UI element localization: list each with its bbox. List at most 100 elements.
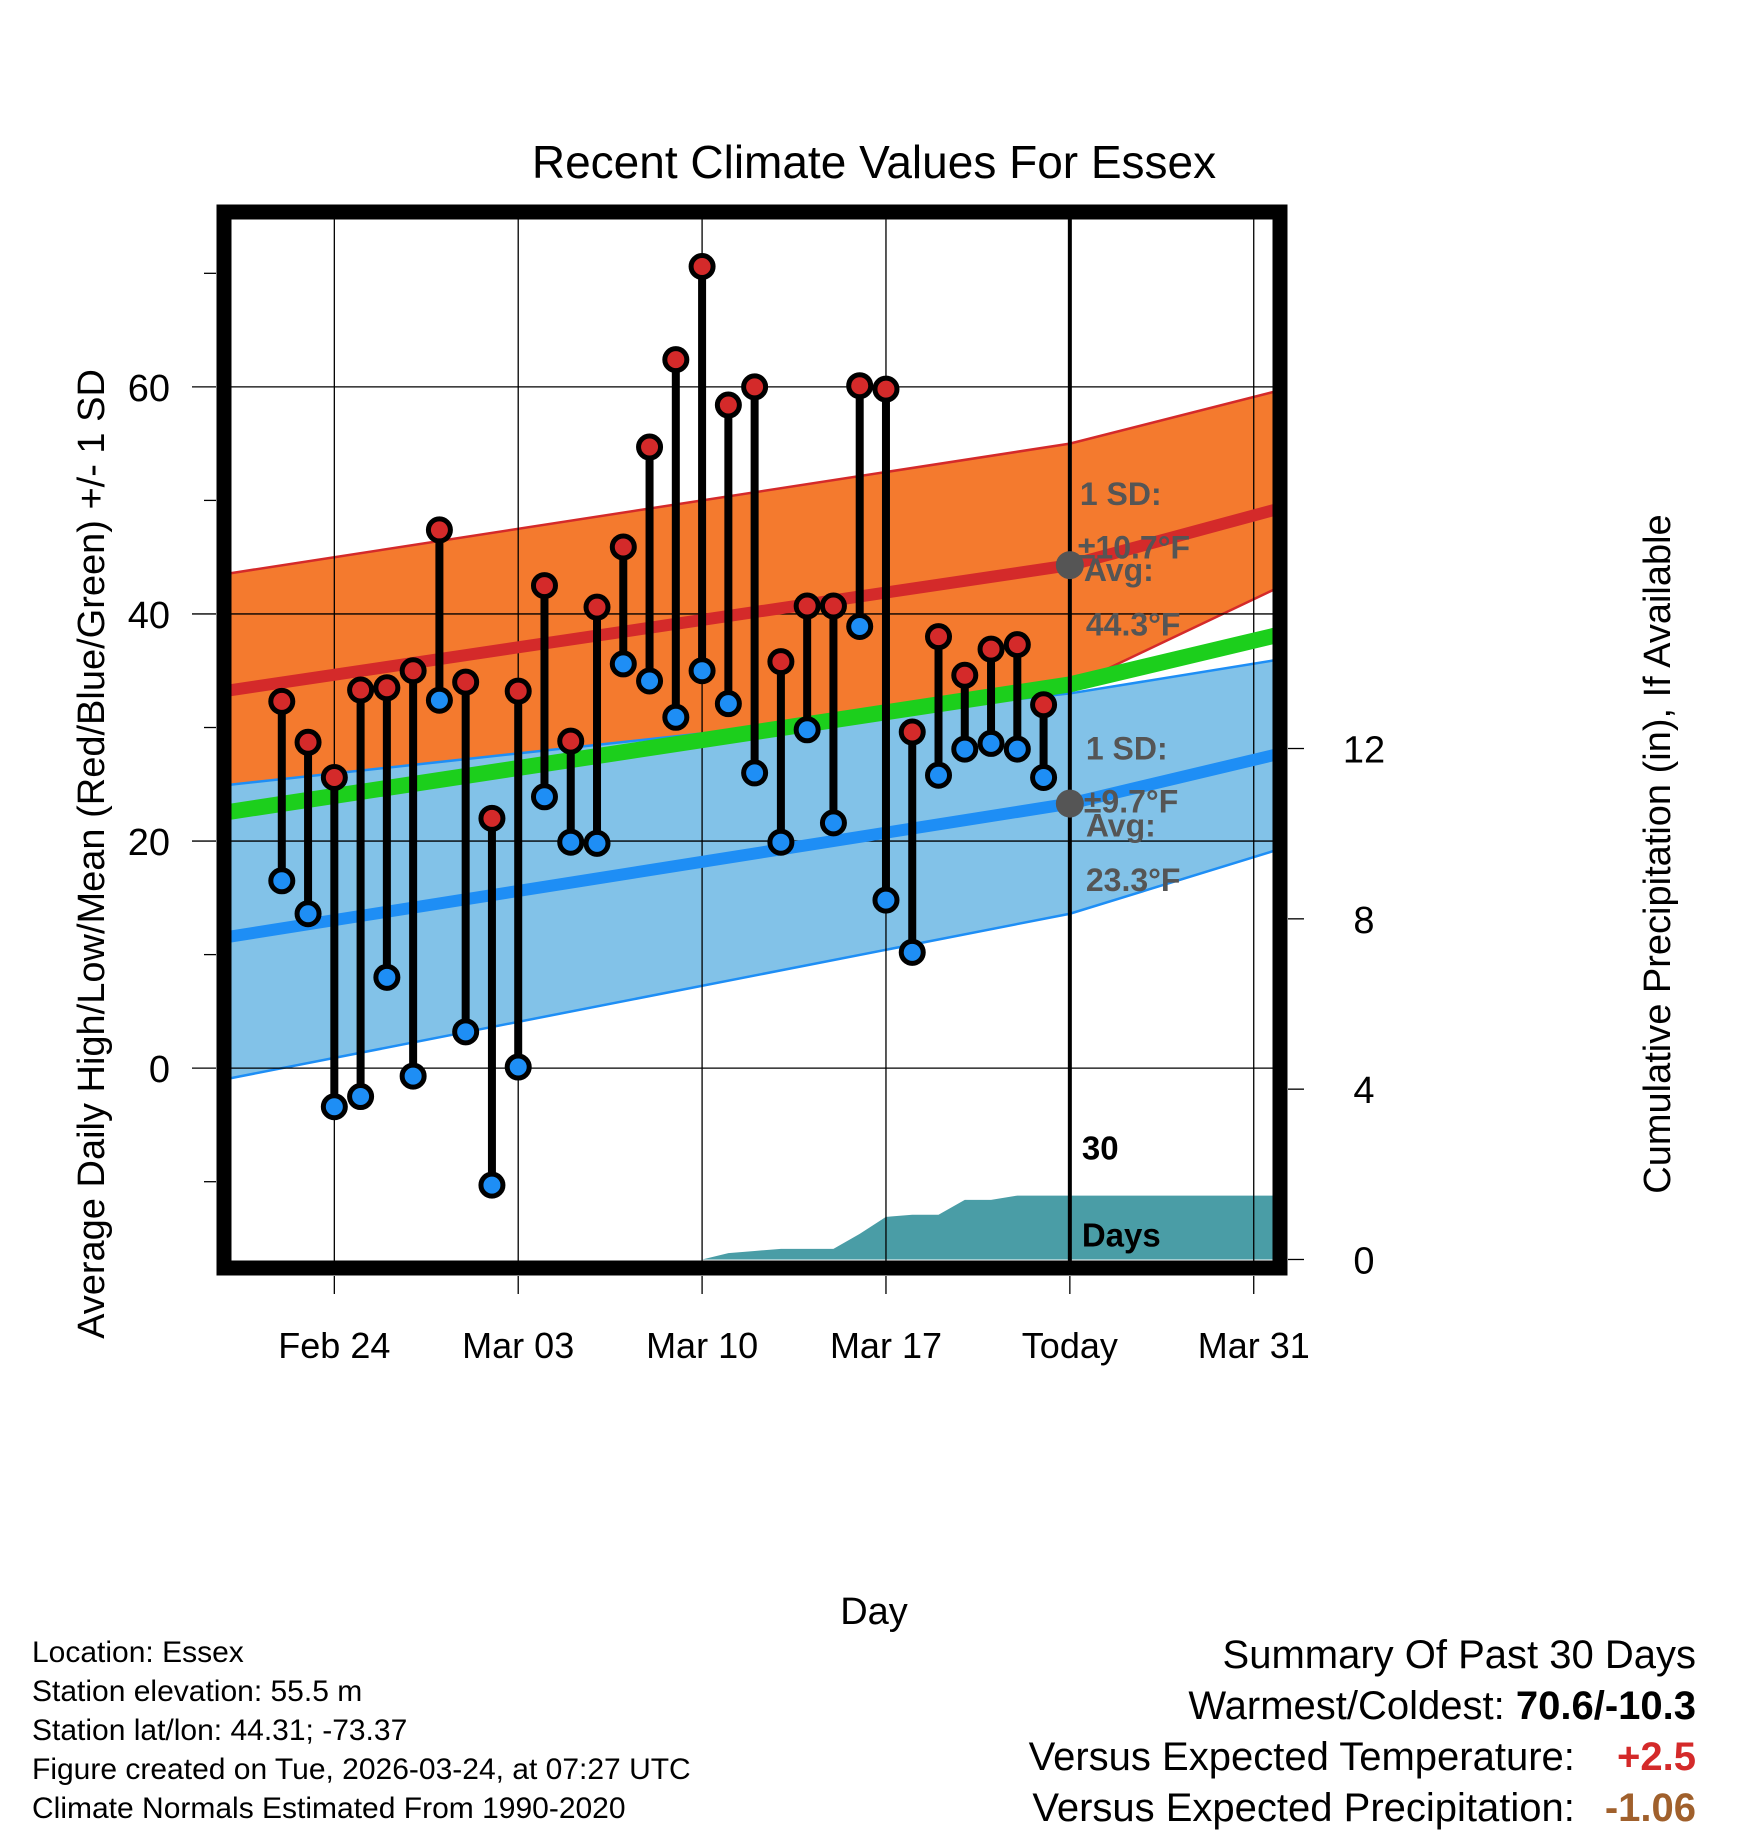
low-point — [452, 1018, 480, 1046]
x-tick-label: Mar 10 — [646, 1325, 758, 1366]
x-tick-label: Mar 03 — [462, 1325, 574, 1366]
high-sd-label: 1 SD: — [1080, 476, 1162, 512]
high-point — [636, 433, 664, 461]
x-tick-label: Mar 31 — [1198, 1325, 1310, 1366]
high-point — [1003, 631, 1031, 659]
low-point — [609, 650, 637, 678]
high-point — [399, 657, 427, 685]
y-axis-label: Average Daily High/Low/Mean (Red/Blue/Gr… — [71, 369, 113, 1339]
low-point — [478, 1171, 506, 1199]
low-point — [636, 667, 664, 695]
low-point — [977, 729, 1005, 757]
high-sd-value: ±10.7°F — [1078, 529, 1190, 565]
summary-heading: Summary Of Past 30 Days — [1222, 1633, 1696, 1677]
chart-title: Recent Climate Values For Essex — [532, 136, 1216, 188]
low-point — [662, 703, 690, 731]
high-point — [609, 533, 637, 561]
x-tick-label: Mar 17 — [830, 1325, 942, 1366]
low-point — [951, 735, 979, 763]
high-point — [846, 372, 874, 400]
high-point — [819, 592, 847, 620]
high-avg-label: Avg: — [1084, 552, 1154, 588]
high-point — [583, 593, 611, 621]
y2-tick-label: 8 — [1353, 900, 1374, 942]
high-point — [872, 375, 900, 403]
high-point — [478, 804, 506, 832]
station-info: Location: Essex Station elevation: 55.5 … — [32, 1633, 691, 1828]
low-point — [557, 828, 585, 856]
low-point — [898, 938, 926, 966]
summary-warmest-coldest: Warmest/Coldest: 70.6/-10.3 — [1029, 1681, 1696, 1732]
low-point — [793, 716, 821, 744]
temp-label: Versus Expected Temperature: — [1028, 1735, 1575, 1779]
y2-tick-label: 4 — [1353, 1070, 1374, 1112]
high-point — [977, 635, 1005, 663]
high-point — [767, 648, 795, 676]
low-point — [819, 809, 847, 837]
low-point — [530, 783, 558, 811]
figure-created: Figure created on Tue, 2026-03-24, at 07… — [32, 1753, 691, 1786]
low-point — [399, 1062, 427, 1090]
low-avg-label: Avg: — [1086, 808, 1156, 844]
high-point — [504, 677, 532, 705]
low-point — [714, 690, 742, 718]
high-point — [373, 674, 401, 702]
plot-frame — [216, 204, 1288, 1276]
warmest-coldest-label: Warmest/Coldest: — [1188, 1684, 1505, 1728]
high-point — [662, 346, 690, 374]
high-point — [452, 668, 480, 696]
high-avg-value: 44.3°F — [1086, 607, 1181, 643]
normals-source: Climate Normals Estimated From 1990-2020 — [32, 1792, 626, 1825]
summary-panel: Summary Of Past 30 Days Warmest/Coldest:… — [1029, 1630, 1696, 1834]
low-point — [268, 867, 296, 895]
high-avg-marker — [1055, 551, 1084, 580]
high-point — [793, 592, 821, 620]
low-point — [425, 686, 453, 714]
low-point — [688, 657, 716, 685]
high-point — [347, 676, 375, 704]
low-point — [872, 886, 900, 914]
low-point — [583, 829, 611, 857]
precip-value: -1.06 — [1604, 1786, 1696, 1830]
temp-value: +2.5 — [1617, 1735, 1696, 1779]
warmest-coldest-value: 70.6/-10.3 — [1515, 1684, 1696, 1728]
high-point — [714, 391, 742, 419]
high-point — [268, 687, 296, 715]
high-point — [688, 253, 716, 281]
low-point — [294, 900, 322, 928]
x-tick-label: Today — [1022, 1325, 1118, 1366]
low-sd-label: 1 SD: — [1086, 730, 1168, 766]
y2-tick-label: 12 — [1343, 730, 1385, 772]
low-sd-value: ±9.7°F — [1084, 784, 1178, 820]
low-point — [504, 1053, 532, 1081]
high-point — [425, 516, 453, 544]
summary-temperature: Versus Expected Temperature: +2.5 — [1029, 1732, 1696, 1783]
station-location: Location: Essex — [32, 1636, 244, 1669]
summary-precipitation: Versus Expected Precipitation: -1.06 — [1029, 1783, 1696, 1834]
high-point — [925, 623, 953, 651]
low-point — [925, 761, 953, 789]
high-point — [741, 373, 769, 401]
x-tick-label: Feb 24 — [278, 1325, 390, 1366]
y2-tick-label: 0 — [1353, 1240, 1374, 1282]
low-point — [767, 828, 795, 856]
low-point — [347, 1083, 375, 1111]
high-point — [951, 661, 979, 689]
low-point — [1003, 735, 1031, 763]
low-point — [320, 1093, 348, 1121]
low-avg-marker — [1055, 789, 1084, 818]
high-point — [530, 572, 558, 600]
y-tick-label: 40 — [128, 595, 170, 637]
low-avg-value: 23.3°F — [1086, 862, 1181, 898]
y2-axis-label: Cumulative Precipitation (in), If Availa… — [1637, 514, 1679, 1193]
low-point — [1030, 763, 1058, 791]
precip-label: Versus Expected Precipitation: — [1032, 1786, 1575, 1830]
days-count-label: 30 — [1082, 1129, 1119, 1166]
station-latlon: Station lat/lon: 44.31; -73.37 — [32, 1714, 408, 1747]
days-word-label: Days — [1082, 1217, 1161, 1254]
high-point — [557, 727, 585, 755]
y-tick-label: 20 — [128, 822, 170, 864]
precip-area — [702, 1195, 1280, 1260]
high-point — [294, 728, 322, 756]
